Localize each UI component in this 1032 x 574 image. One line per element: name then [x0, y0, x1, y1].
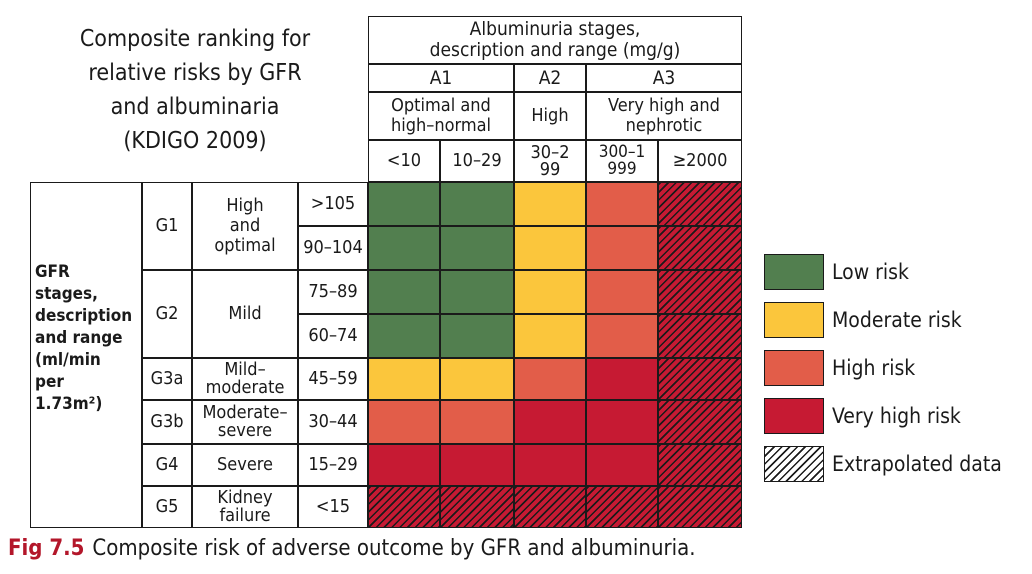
figure-number: Fig 7.5 — [8, 536, 85, 561]
gfr-stage-g2: G2 — [142, 270, 192, 358]
risk-cell — [368, 400, 440, 444]
stage-a1: A1 — [368, 64, 514, 92]
gfr-desc-g2: Mild — [192, 270, 298, 358]
gfr-desc-g4: Severe — [192, 444, 298, 486]
risk-cell — [440, 486, 514, 528]
risk-grid — [368, 182, 742, 528]
risk-cell — [658, 486, 742, 528]
gfr-desc-g5: Kidney failure — [192, 486, 298, 528]
risk-cell — [368, 444, 440, 486]
gfr-range-2: 90–104 — [298, 226, 368, 270]
risk-cell — [440, 444, 514, 486]
risk-cell — [658, 226, 742, 270]
risk-cell — [514, 270, 586, 314]
range-a1a: <10 — [368, 140, 440, 182]
risk-cell — [440, 314, 514, 358]
risk-cell — [368, 226, 440, 270]
gfr-desc-g1: High and optimal — [192, 182, 298, 270]
albuminuria-header: Albuminuria stages, description and rang… — [368, 16, 742, 64]
risk-cell — [586, 444, 658, 486]
legend-swatch — [764, 350, 824, 386]
gfr-range-8: <15 — [298, 486, 368, 528]
desc-a1: Optimal and high–normal — [368, 92, 514, 140]
gfr-range-5: 45–59 — [298, 358, 368, 400]
risk-cell — [368, 486, 440, 528]
range-a1b: 10–29 — [440, 140, 514, 182]
gfr-range-1: >105 — [298, 182, 368, 226]
risk-cell — [658, 444, 742, 486]
stage-a2: A2 — [514, 64, 586, 92]
risk-cell — [368, 270, 440, 314]
legend-swatch — [764, 398, 824, 434]
risk-cell — [440, 182, 514, 226]
risk-cell — [586, 270, 658, 314]
risk-cell — [514, 444, 586, 486]
gfr-range-4: 60–74 — [298, 314, 368, 358]
gfr-stage-g1: G1 — [142, 182, 192, 270]
risk-cell — [586, 226, 658, 270]
legend-item: Low risk — [764, 254, 909, 290]
legend-item: Extrapolated data — [764, 446, 1002, 482]
range-a3b: ≥2000 — [658, 140, 742, 182]
risk-cell — [368, 182, 440, 226]
legend-item: Very high risk — [764, 398, 961, 434]
legend-label: Moderate risk — [832, 308, 962, 332]
risk-cell — [368, 358, 440, 400]
gfr-range-6: 30–44 — [298, 400, 368, 444]
legend-label: Very high risk — [832, 404, 961, 428]
risk-cell — [658, 400, 742, 444]
risk-cell — [586, 358, 658, 400]
gfr-stage-g3a: G3a — [142, 358, 192, 400]
figure-caption: Fig 7.5 Composite risk of adverse outcome… — [8, 536, 696, 561]
legend-swatch — [764, 302, 824, 338]
risk-cell — [440, 358, 514, 400]
gfr-desc-g3a: Mild–moderate — [192, 358, 298, 400]
risk-cell — [514, 400, 586, 444]
risk-cell — [586, 314, 658, 358]
risk-cell — [658, 270, 742, 314]
risk-cell — [368, 314, 440, 358]
gfr-range-3: 75–89 — [298, 270, 368, 314]
legend-label: Extrapolated data — [832, 452, 1002, 476]
gfr-desc-g3b: Moderate–severe — [192, 400, 298, 444]
gfr-stage-g4: G4 — [142, 444, 192, 486]
risk-cell — [440, 270, 514, 314]
risk-cell — [440, 226, 514, 270]
risk-cell — [586, 486, 658, 528]
risk-cell — [514, 226, 586, 270]
risk-cell — [514, 486, 586, 528]
gfr-stage-g3b: G3b — [142, 400, 192, 444]
range-a3a: 300–1999 — [586, 140, 658, 182]
table-title: Composite ranking for relative risks by … — [79, 26, 311, 154]
caption-text: Composite risk of adverse outcome by GFR… — [92, 536, 696, 561]
risk-cell — [514, 182, 586, 226]
desc-a2: High — [514, 92, 586, 140]
legend-label: High risk — [832, 356, 916, 380]
range-a2: 30–299 — [514, 140, 586, 182]
risk-cell — [586, 182, 658, 226]
legend-item: Moderate risk — [764, 302, 962, 338]
legend-item: High risk — [764, 350, 915, 386]
risk-cell — [514, 314, 586, 358]
gfr-range-7: 15–29 — [298, 444, 368, 486]
risk-cell — [440, 400, 514, 444]
risk-cell — [658, 358, 742, 400]
legend-label: Low risk — [832, 260, 909, 284]
risk-cell — [586, 400, 658, 444]
legend: Low risk Moderate risk High risk Very high … — [764, 254, 1024, 494]
desc-a3: Very high and nephrotic — [586, 92, 742, 140]
legend-swatch — [764, 254, 824, 290]
gfr-header: GFR stages, description and range (ml/mi… — [30, 182, 142, 528]
risk-cell — [658, 182, 742, 226]
stage-a3: A3 — [586, 64, 742, 92]
gfr-stage-g5: G5 — [142, 486, 192, 528]
risk-cell — [514, 358, 586, 400]
risk-cell — [658, 314, 742, 358]
legend-swatch — [764, 446, 824, 482]
